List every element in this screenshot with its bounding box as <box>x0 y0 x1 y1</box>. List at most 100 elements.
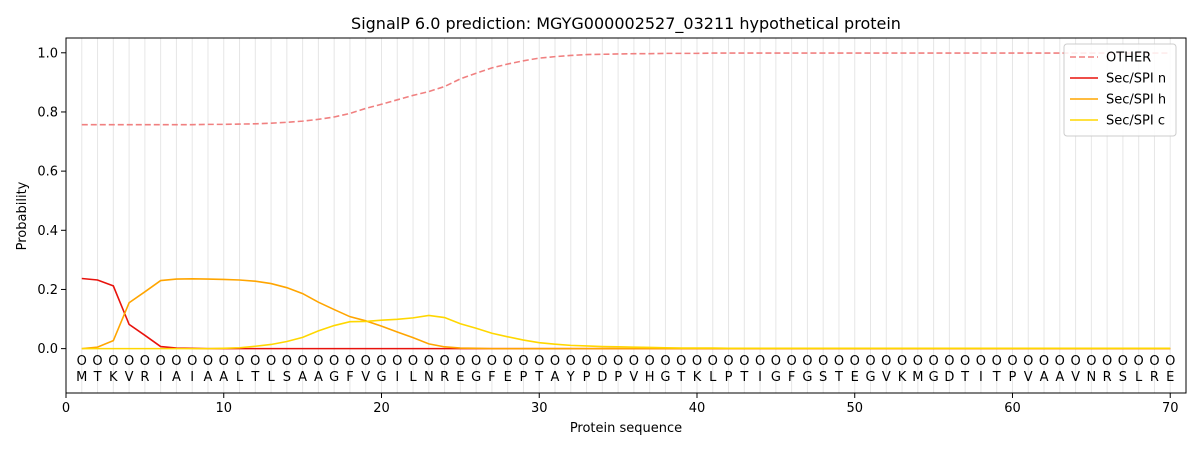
y-tick-label: 0.2 <box>37 283 58 298</box>
residue-label: E <box>1166 370 1174 385</box>
grid-lines <box>81 38 1171 393</box>
x-tick-label: 60 <box>1004 401 1021 416</box>
residue-label: A <box>314 370 323 385</box>
x-tick-label: 10 <box>215 401 232 416</box>
state-marker: O <box>818 354 828 369</box>
residue-label: P <box>1009 370 1017 385</box>
residue-label: I <box>395 370 399 385</box>
state-marker: O <box>976 354 986 369</box>
residue-label: M <box>912 370 923 385</box>
residue-label: T <box>676 370 685 385</box>
state-marker: O <box>597 354 607 369</box>
state-marker: O <box>313 354 323 369</box>
residue-label: V <box>1024 370 1033 385</box>
residue-label: V <box>1071 370 1080 385</box>
residue-label: A <box>551 370 560 385</box>
residue-label: F <box>488 370 495 385</box>
legend-label: Sec/SPI h <box>1106 93 1166 108</box>
state-marker: O <box>77 354 87 369</box>
state-marker: O <box>865 354 875 369</box>
state-marker: O <box>944 354 954 369</box>
residue-label: D <box>944 370 954 385</box>
state-marker: O <box>187 354 197 369</box>
residue-label: M <box>76 370 87 385</box>
residue-label: E <box>504 370 512 385</box>
residue-label: R <box>1150 370 1159 385</box>
residue-label: V <box>629 370 638 385</box>
y-tick-label: 0.8 <box>37 105 58 120</box>
y-tick-label: 1.0 <box>37 46 58 61</box>
state-marker: O <box>1134 354 1144 369</box>
state-marker: O <box>282 354 292 369</box>
state-marker: O <box>1023 354 1033 369</box>
residue-label: N <box>1086 370 1096 385</box>
state-marker: O <box>250 354 260 369</box>
state-marker: O <box>613 354 623 369</box>
state-marker: O <box>487 354 497 369</box>
state-marker: O <box>550 354 560 369</box>
residue-label: T <box>93 370 102 385</box>
series-line-other <box>81 52 1171 126</box>
residue-label: A <box>219 370 228 385</box>
residue-label: L <box>409 370 417 385</box>
residue-label: G <box>771 370 781 385</box>
state-marker: O <box>913 354 923 369</box>
residue-label: T <box>960 370 969 385</box>
state-marker: O <box>124 354 134 369</box>
series-line-sec-spi-n <box>81 277 1171 350</box>
x-axis-label: Protein sequence <box>570 421 682 436</box>
residue-label: P <box>583 370 591 385</box>
residue-label: K <box>109 370 118 385</box>
residue-label: T <box>992 370 1001 385</box>
series-line-sec-spi-c <box>81 314 1171 350</box>
residue-label: P <box>520 370 528 385</box>
state-marker: O <box>1039 354 1049 369</box>
residue-label: P <box>614 370 622 385</box>
state-marker: O <box>156 354 166 369</box>
x-tick-label: 20 <box>373 401 390 416</box>
residue-label: T <box>834 370 843 385</box>
residue-label: L <box>709 370 717 385</box>
residue-label: G <box>929 370 939 385</box>
sequence-annotation: OMOTOKOVOROIOAOIOAOAOLOTOLOSOAOAOGOFOVOG… <box>76 354 1175 385</box>
y-axis-label: Probability <box>15 181 30 250</box>
state-marker: O <box>534 354 544 369</box>
residue-label: K <box>898 370 907 385</box>
state-marker: O <box>234 354 244 369</box>
state-marker: O <box>645 354 655 369</box>
state-marker: O <box>1118 354 1128 369</box>
residue-label: I <box>159 370 163 385</box>
state-marker: O <box>376 354 386 369</box>
state-marker: O <box>171 354 181 369</box>
residue-label: L <box>267 370 275 385</box>
residue-label: T <box>534 370 543 385</box>
state-marker: O <box>392 354 402 369</box>
state-marker: O <box>850 354 860 369</box>
state-marker: O <box>881 354 891 369</box>
state-marker: O <box>1102 354 1112 369</box>
state-marker: O <box>676 354 686 369</box>
state-marker: O <box>1070 354 1080 369</box>
residue-label: V <box>125 370 134 385</box>
residue-label: A <box>204 370 213 385</box>
state-marker: O <box>992 354 1002 369</box>
residue-label: I <box>758 370 762 385</box>
state-marker: O <box>361 354 371 369</box>
residue-label: A <box>172 370 181 385</box>
state-marker: O <box>140 354 150 369</box>
residue-label: N <box>424 370 434 385</box>
state-marker: O <box>108 354 118 369</box>
residue-label: G <box>376 370 386 385</box>
state-marker: O <box>503 354 513 369</box>
series-layer <box>81 52 1171 350</box>
residue-label: I <box>190 370 194 385</box>
state-marker: O <box>219 354 229 369</box>
residue-label: S <box>819 370 827 385</box>
x-tick-label: 70 <box>1162 401 1179 416</box>
legend-label: OTHER <box>1106 51 1151 66</box>
residue-label: H <box>645 370 655 385</box>
residue-label: V <box>361 370 370 385</box>
x-tick-label: 50 <box>846 401 863 416</box>
state-marker: O <box>739 354 749 369</box>
